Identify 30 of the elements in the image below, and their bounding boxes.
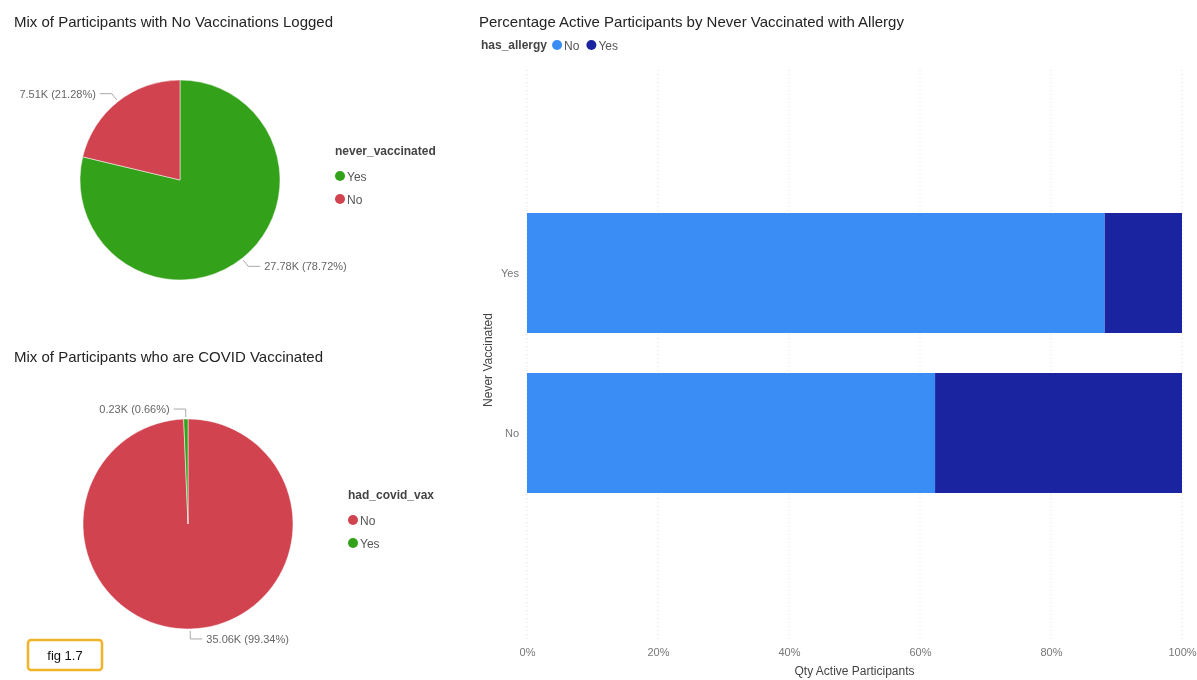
x-tick-label: 20% xyxy=(647,645,670,658)
legend-title: had_covid_vax xyxy=(348,488,435,502)
data-label: 27.78K (78.72%) xyxy=(264,260,347,273)
x-tick-label: 80% xyxy=(1040,645,1063,658)
data-label: 0.23K (0.66%) xyxy=(99,403,170,416)
x-tick-label: 0% xyxy=(519,645,536,658)
caption: fig 1.7 xyxy=(47,648,83,663)
legend-label: No xyxy=(564,38,580,53)
legend-title: has_allergy xyxy=(481,38,548,52)
y-axis-title: Never Vaccinated xyxy=(481,313,495,407)
bar xyxy=(1104,213,1182,333)
legend-label: Yes xyxy=(598,38,618,53)
legend-label: Yes xyxy=(347,169,367,184)
bar xyxy=(527,373,936,493)
chart-title: Mix of Participants with No Vaccinations Logged xyxy=(14,13,334,30)
data-label: 35.06K (99.34%) xyxy=(206,632,289,645)
legend-label: No xyxy=(360,513,376,528)
chart-title: Percentage Active Participants by Never Vaccinated with Allergy xyxy=(479,13,905,30)
x-tick-label: 40% xyxy=(778,645,801,658)
x-tick-label: 100% xyxy=(1168,645,1197,658)
bar xyxy=(527,213,1105,333)
bar xyxy=(935,373,1182,493)
data-label: 7.51K (21.28%) xyxy=(19,87,96,100)
pie-slice xyxy=(82,418,294,630)
x-tick-label: 60% xyxy=(909,645,932,658)
legend-label: No xyxy=(347,192,363,207)
chart-title: Mix of Participants who are COVID Vaccinated xyxy=(14,348,324,365)
legend-title: never_vaccinated xyxy=(335,144,436,158)
x-axis-title: Qty Active Participants xyxy=(794,664,915,678)
legend-label: Yes xyxy=(360,536,380,551)
